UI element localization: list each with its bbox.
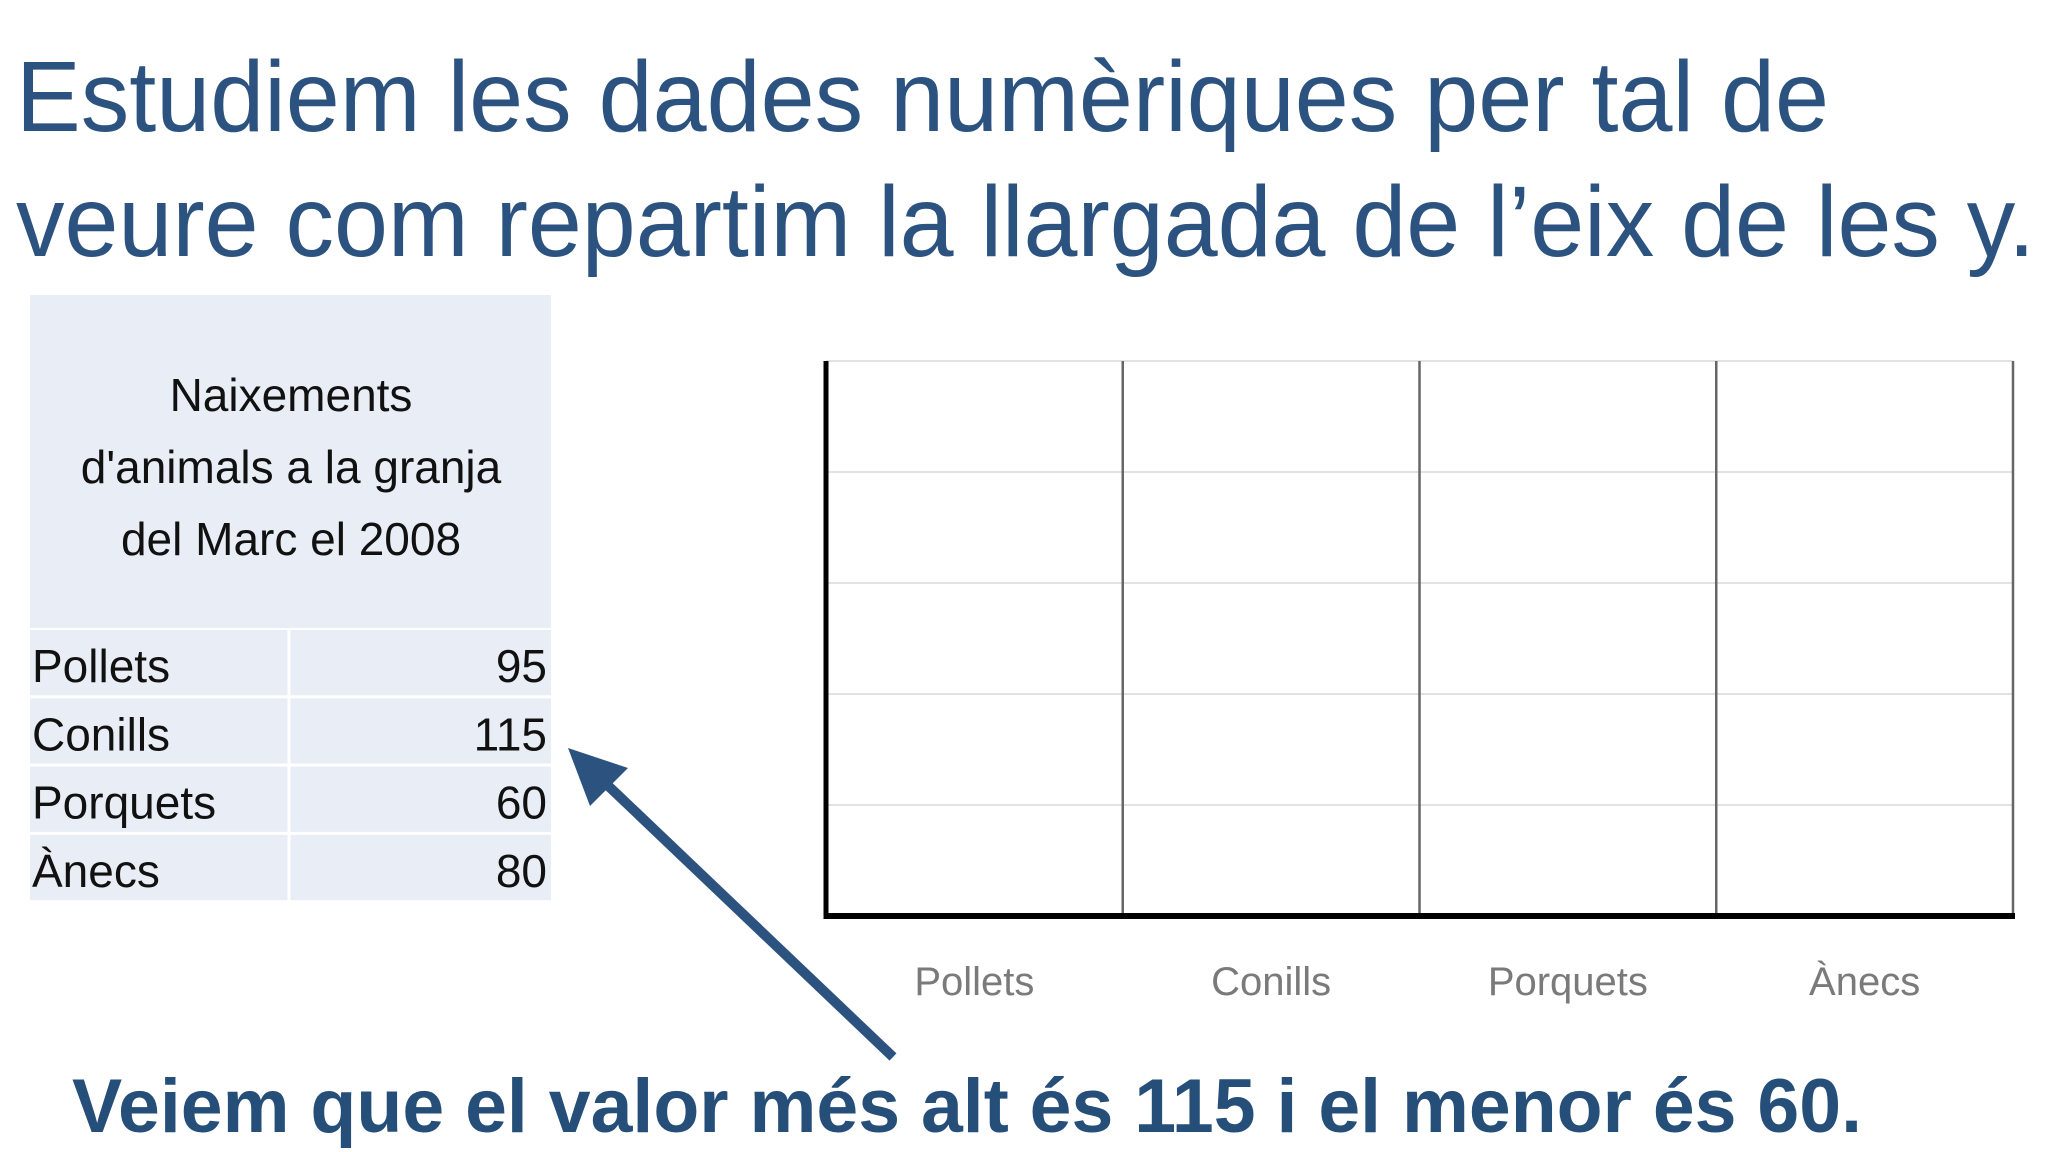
table-cell-bg	[290, 834, 551, 901]
arrow	[568, 748, 897, 1061]
table-cell-bg	[290, 630, 551, 696]
arrow-shaft	[596, 774, 897, 1061]
table-cell-bg	[290, 766, 551, 832]
table-header-bg	[30, 295, 551, 628]
table-cell-bg	[30, 630, 288, 696]
table-cell-bg	[290, 698, 551, 764]
table-value: 95	[496, 640, 547, 692]
caption: Veiem que el valor més alt és 115 i el m…	[72, 1064, 1862, 1149]
table-header-line: Naixements	[170, 369, 413, 421]
x-tick-label: Porquets	[1488, 960, 1648, 1004]
table-value: 60	[496, 777, 547, 829]
x-tick-label: Ànecs	[1809, 959, 1920, 1004]
table-value: 115	[474, 708, 547, 760]
table-cell-bg	[30, 766, 288, 832]
x-tick-label: Conills	[1211, 960, 1331, 1004]
chart-frame: Pollets Conills Porquets Ànecs	[823, 360, 2015, 1004]
arrow-head	[568, 748, 628, 806]
table-label: Conills	[32, 708, 170, 760]
table-header-line: d'animals a la granja	[81, 441, 502, 493]
table-cell-bg	[30, 834, 288, 901]
title-line: veure com repartim la llargada de l’eix …	[16, 166, 2035, 278]
table-label: Porquets	[32, 777, 216, 829]
table: Naixements d'animals a la granja del Mar…	[30, 295, 551, 901]
table-label: Pollets	[32, 640, 170, 692]
table-value: 80	[496, 845, 547, 897]
x-tick-label: Pollets	[914, 960, 1034, 1004]
table-cell-bg	[30, 698, 288, 764]
title-line: Estudiem les dades numèriques per tal de	[16, 41, 1829, 153]
table-label: Ànecs	[32, 845, 160, 897]
table-header-line: del Marc el 2008	[121, 513, 461, 565]
